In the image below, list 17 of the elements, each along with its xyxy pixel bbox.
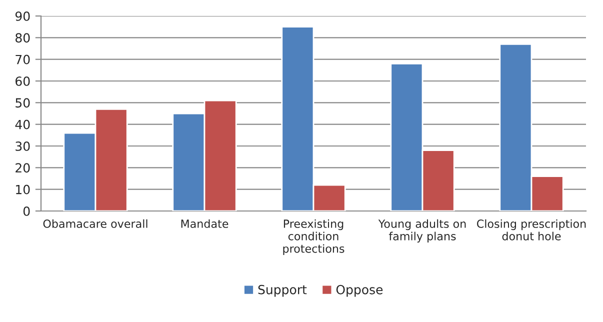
legend-label: Oppose bbox=[336, 284, 383, 297]
y-tick-label: 90 bbox=[15, 11, 30, 21]
legend-label: Support bbox=[258, 284, 307, 297]
y-tick-label: 40 bbox=[15, 120, 30, 130]
x-tick-label: Closing prescription donut hole bbox=[477, 219, 586, 240]
y-tick-label: 60 bbox=[16, 76, 30, 86]
x-tick-label: Mandate bbox=[181, 219, 228, 228]
y-tick-label: 80 bbox=[16, 33, 30, 43]
y-tick-label: 0 bbox=[23, 206, 30, 216]
y-tick-label: 30 bbox=[16, 141, 30, 151]
x-tick-label: Obamacare overall bbox=[43, 219, 148, 228]
x-tick-label: Preexisting condition protections bbox=[283, 219, 344, 255]
y-tick-label: 10 bbox=[16, 184, 30, 194]
x-tick-label: Young adults on family plans bbox=[378, 219, 466, 243]
y-tick-label: 50 bbox=[16, 98, 30, 108]
y-tick-label: 20 bbox=[16, 163, 30, 173]
y-tick-label: 70 bbox=[16, 54, 30, 64]
